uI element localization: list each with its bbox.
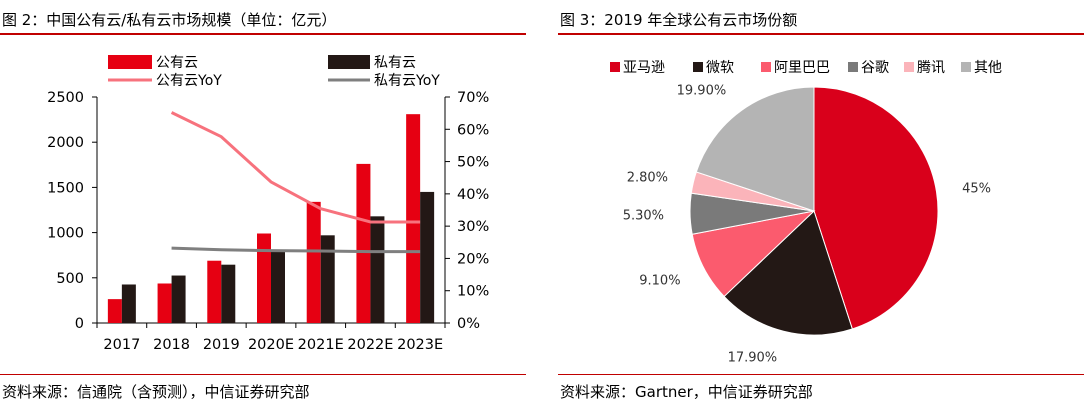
pie-legend-swatch <box>848 62 858 72</box>
left-source-rule <box>0 374 526 375</box>
x-tick-label: 2018 <box>153 337 190 353</box>
bar-public-cloud <box>207 260 222 323</box>
right-figure-title: 图 3：2019 年全球公有云市场份额 <box>560 11 798 29</box>
pie-legend-swatch <box>693 62 703 72</box>
left-figure-title: 图 2：中国公有云/私有云市场规模（单位：亿元） <box>2 11 337 29</box>
right-title-rule <box>558 33 1084 35</box>
y-right-tick-label: 50% <box>457 155 489 171</box>
right-figure-panel: 图 3：2019 年全球公有云市场份额 亚马逊 微软 阿里巴巴 谷歌 腾讯 其他 45% 17… <box>558 0 1086 416</box>
x-tick-label: 2021E <box>298 337 344 353</box>
bar-private-cloud <box>320 235 335 323</box>
pie-slice <box>695 86 815 212</box>
x-tick-label: 2020E <box>248 337 294 353</box>
bar-private-cloud <box>420 191 435 323</box>
y-right-tick-label: 60% <box>457 122 489 138</box>
y-right-tick-label: 30% <box>457 219 489 235</box>
line-public-cloud-yoy <box>170 111 421 224</box>
pie-value-label: 19.90% <box>677 83 727 98</box>
pie-legend-swatch <box>610 62 620 72</box>
y-left-tick-label: 1000 <box>47 226 84 242</box>
y-right-tick-label: 20% <box>457 251 489 267</box>
pie-value-label: 17.90% <box>728 350 778 365</box>
bar-public-cloud <box>157 283 172 323</box>
right-source-note: 资料来源：Gartner，中信证券研究部 <box>560 383 813 401</box>
pie-chart: 亚马逊 微软 阿里巴巴 谷歌 腾讯 其他 45% 17.90% 9.10% 5.30% 2.80% 1… <box>610 59 1002 365</box>
legend-swatch-private-cloud <box>328 55 370 69</box>
pie-legend-label: 其他 <box>974 60 1002 76</box>
left-title-rule <box>0 33 526 35</box>
legend-label-public-yoy: 公有云YoY <box>156 73 222 89</box>
bar-public-cloud <box>306 201 321 323</box>
x-tick-label: 2019 <box>203 337 240 353</box>
legend-label-private-yoy: 私有云YoY <box>374 73 440 89</box>
x-tick-label: 2023E <box>397 337 443 353</box>
left-figure-panel: 图 2：中国公有云/私有云市场规模（单位：亿元） 公有云 私有云公有云YoY 私有云… <box>0 0 530 416</box>
pie-value-label: 9.10% <box>639 274 680 289</box>
y-right-tick-label: 40% <box>457 187 489 203</box>
bar-private-cloud <box>271 249 285 323</box>
legend-label-public-cloud: 公有云 <box>156 55 198 71</box>
bar-private-cloud <box>221 264 236 323</box>
bar-private-cloud <box>171 275 186 323</box>
x-tick-label: 2017 <box>103 337 140 353</box>
bar-private-cloud <box>121 284 136 323</box>
right-source-rule <box>558 374 1084 375</box>
pie-slice <box>813 86 939 330</box>
bar-public-cloud <box>356 163 371 323</box>
pie-legend-swatch <box>961 62 971 72</box>
y-right-tick-label: 10% <box>457 284 489 300</box>
pie-value-label: 45% <box>962 182 991 197</box>
bar-public-cloud <box>406 114 421 324</box>
pie-value-label: 2.80% <box>627 170 668 185</box>
bar-private-cloud <box>370 216 385 323</box>
bar-public-cloud <box>107 299 122 323</box>
pie-legend-swatch <box>904 62 914 72</box>
y-left-tick-label: 2500 <box>47 90 84 106</box>
line-private-cloud-yoy <box>171 246 421 254</box>
y-left-tick-label: 0 <box>75 316 84 332</box>
pie-value-label: 5.30% <box>623 208 664 223</box>
pie-legend-label: 谷歌 <box>861 60 889 76</box>
y-right-tick-label: 70% <box>457 90 489 106</box>
pie-legend-label: 微软 <box>706 60 734 76</box>
pie-legend-swatch <box>761 62 771 72</box>
pie-legend-label: 亚马逊 <box>623 60 665 76</box>
y-left-tick-label: 2000 <box>47 135 84 151</box>
legend-label-private-cloud: 私有云 <box>374 55 416 71</box>
x-tick-label: 2022E <box>347 337 393 353</box>
bar-public-cloud <box>257 233 271 323</box>
y-left-tick-label: 500 <box>56 271 84 287</box>
y-left-tick-label: 1500 <box>47 180 84 196</box>
left-source-note: 资料来源：信通院（含预测），中信证券研究部 <box>2 383 310 401</box>
y-right-tick-label: 0% <box>457 316 480 332</box>
pie-legend-label: 腾讯 <box>917 59 945 76</box>
legend-swatch-public-cloud <box>108 55 152 69</box>
pie-legend-label: 阿里巴巴 <box>774 60 830 76</box>
pie-slice <box>723 210 853 336</box>
